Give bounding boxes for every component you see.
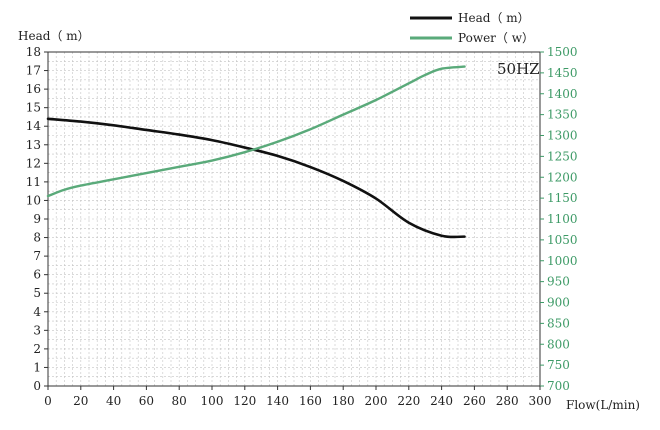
right-tick-label: 1250 <box>547 149 578 163</box>
right-tick-label: 1150 <box>547 191 578 205</box>
x-tick-label: 200 <box>365 394 388 408</box>
left-tick-label: 9 <box>33 212 41 226</box>
x-tick-label: 140 <box>266 394 289 408</box>
left-tick-label: 13 <box>26 138 41 152</box>
legend: Head（ m） Power（ w） <box>410 11 534 45</box>
left-tick-label: 4 <box>33 305 41 319</box>
x-tick-label: 0 <box>44 394 52 408</box>
right-tick-label: 750 <box>547 358 570 372</box>
right-tick-label: 850 <box>547 316 570 330</box>
right-tick-label: 800 <box>547 337 570 351</box>
left-tick-label: 16 <box>26 82 41 96</box>
x-tick-label: 260 <box>463 394 486 408</box>
right-tick-label: 700 <box>547 379 570 393</box>
left-tick-label: 3 <box>33 323 41 337</box>
left-tick-label: 17 <box>26 64 41 78</box>
left-tick-label: 2 <box>33 342 41 356</box>
left-tick-label: 18 <box>26 45 41 59</box>
left-tick-label: 1 <box>33 360 41 374</box>
head-series-line <box>46 117 466 239</box>
right-tick-label: 1450 <box>547 66 578 80</box>
right-tick-label: 1100 <box>547 212 578 226</box>
left-tick-label: 7 <box>33 249 41 263</box>
x-tick-label: 60 <box>139 394 154 408</box>
right-tick-label: 1350 <box>547 108 578 122</box>
x-tick-label: 280 <box>496 394 519 408</box>
x-axis-ticks: 0 20 40 60 80 100 120 140 160 180 200 220 240 260 280 3… <box>44 386 551 408</box>
left-axis-label: Head（ m） <box>18 29 90 43</box>
grid <box>48 52 540 386</box>
right-tick-label: 900 <box>547 296 570 310</box>
x-tick-label: 240 <box>430 394 453 408</box>
x-tick-label: 20 <box>73 394 88 408</box>
left-tick-label: 6 <box>33 268 41 282</box>
left-tick-label: 8 <box>33 231 41 245</box>
series <box>46 65 466 239</box>
x-tick-label: 160 <box>299 394 322 408</box>
left-tick-label: 10 <box>26 193 41 207</box>
x-tick-label: 80 <box>172 394 187 408</box>
x-tick-label: 120 <box>233 394 256 408</box>
right-tick-label: 1300 <box>547 129 578 143</box>
right-tick-label: 1500 <box>547 45 578 59</box>
left-tick-label: 5 <box>33 286 41 300</box>
x-tick-label: 180 <box>332 394 355 408</box>
x-tick-label: 300 <box>529 394 552 408</box>
x-tick-label: 100 <box>201 394 224 408</box>
right-tick-label: 1400 <box>547 87 578 101</box>
right-tick-label: 1200 <box>547 170 578 184</box>
left-tick-label: 0 <box>33 379 41 393</box>
left-tick-label: 15 <box>26 101 41 115</box>
x-tick-label: 220 <box>397 394 420 408</box>
legend-power-label: Power（ w） <box>458 31 534 45</box>
x-axis-label: Flow(L/min) <box>566 398 640 412</box>
right-tick-label: 950 <box>547 275 570 289</box>
right-axis-ticks: 700 750 800 850 900 950 1000 1050 1100 1150 1200 12… <box>540 45 578 393</box>
legend-head-label: Head（ m） <box>458 11 530 25</box>
left-tick-label: 14 <box>26 119 42 133</box>
right-tick-label: 1000 <box>547 254 578 268</box>
frequency-annotation: 50HZ <box>497 60 540 78</box>
left-tick-label: 12 <box>26 156 41 170</box>
left-tick-label: 11 <box>26 175 41 189</box>
power-series-line <box>46 65 466 198</box>
x-tick-label: 40 <box>106 394 121 408</box>
right-tick-label: 1050 <box>547 233 578 247</box>
